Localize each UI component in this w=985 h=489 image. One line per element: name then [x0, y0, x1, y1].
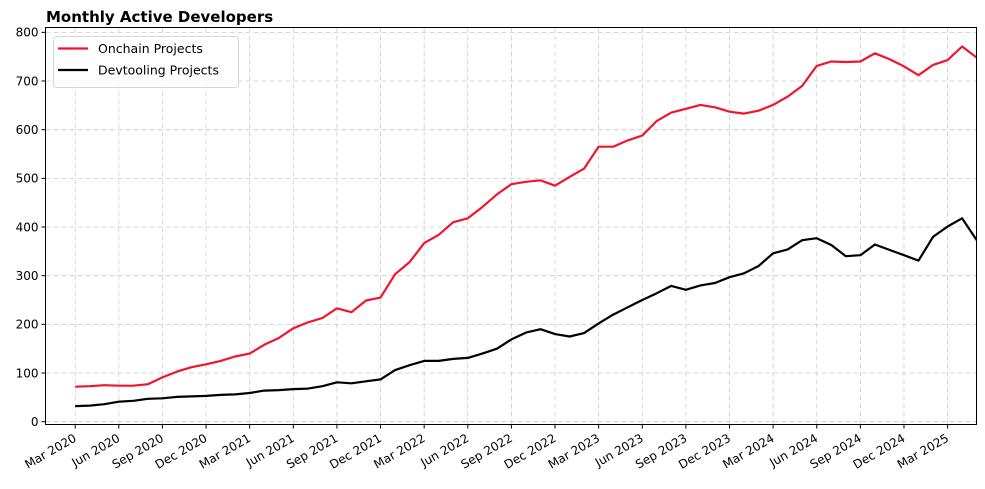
y-tick-label: 700 [16, 74, 39, 88]
x-tick-label: Mar 2020 [22, 431, 78, 472]
y-tick-label: 0 [31, 415, 39, 429]
y-tick-label: 500 [16, 172, 39, 186]
y-tick-label: 600 [16, 123, 39, 137]
series-line-devtooling [75, 217, 977, 408]
legend-label-onchain: Onchain Projects [98, 41, 203, 56]
y-tick-label: 400 [16, 220, 39, 234]
y-axis: 0 100 200 300 400 500 600 700 800 [16, 26, 46, 429]
legend: Onchain Projects Devtooling Projects [53, 36, 239, 88]
y-tick-label: 200 [16, 318, 39, 332]
series-line-onchain [75, 45, 977, 388]
legend-label-devtooling: Devtooling Projects [98, 63, 219, 78]
y-tick-label: 300 [16, 269, 39, 283]
series-lines [75, 45, 977, 408]
chart-title: Monthly Active Developers [46, 8, 273, 26]
y-tick-label: 100 [16, 366, 39, 380]
y-tick-label: 800 [16, 26, 39, 40]
legend-box [53, 36, 239, 88]
